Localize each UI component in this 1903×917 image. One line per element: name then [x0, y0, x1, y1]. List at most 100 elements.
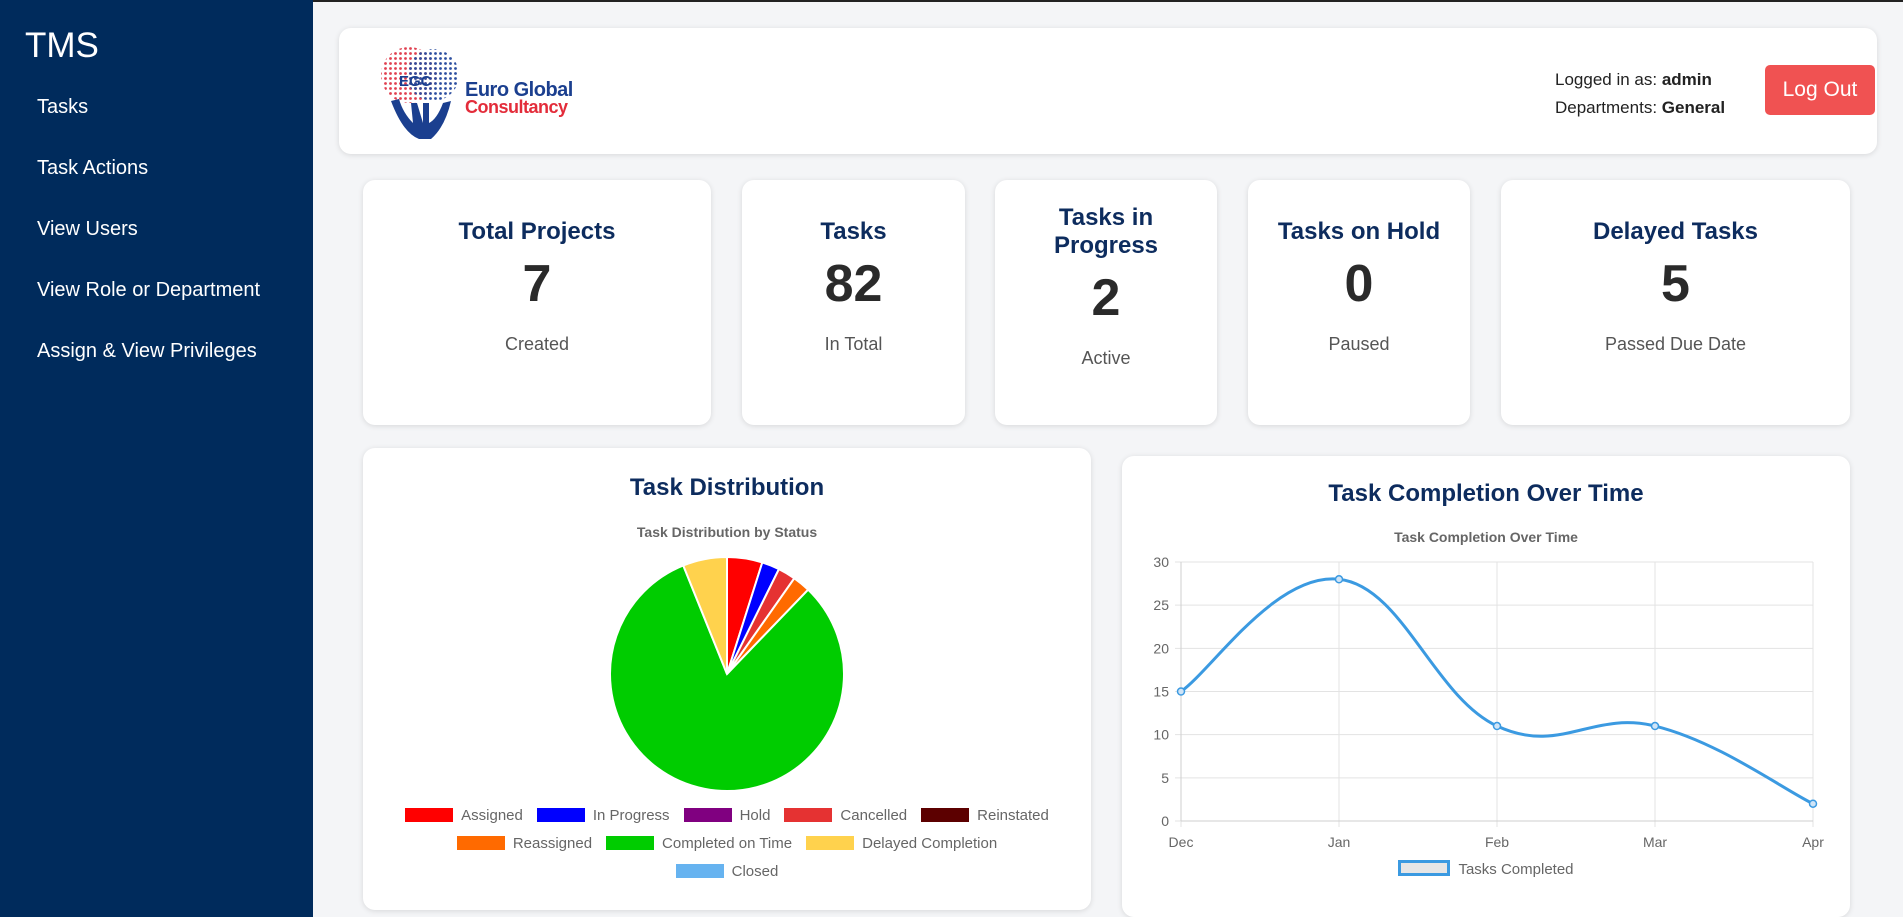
stat-subtitle: Passed Due Date: [1604, 334, 1747, 354]
data-point-apr[interactable]: [1808, 799, 1818, 808]
legend-item-delayed-completion[interactable]: Delayed Completion: [806, 830, 997, 858]
panel-title: Task Completion Over Time: [1328, 480, 1644, 507]
stat-title: Tasks: [820, 218, 887, 245]
legend-swatch: [784, 808, 833, 822]
y-tick-label: 20: [1153, 640, 1169, 656]
legend-swatch: [806, 836, 855, 850]
y-tick-label: 0: [1161, 813, 1169, 829]
legend-item-in-progress[interactable]: In Progress: [536, 802, 670, 830]
stat-value: 5: [1661, 255, 1690, 313]
series-line-tasks-completed: [1180, 577, 1814, 806]
sidebar: TMS Tasks Task Actions View Users View R…: [0, 0, 313, 917]
logo-mark-text: EGC: [399, 73, 432, 90]
stat-card-tasks: Tasks 82 In Total: [742, 180, 965, 425]
legend-label: Completed on Time: [662, 835, 793, 852]
main-content: EGC Euro Global Consultancy Logged in as…: [313, 0, 1903, 917]
sidebar-item-view-role-department[interactable]: View Role or Department: [37, 279, 261, 301]
x-tick-label: Apr: [1802, 834, 1824, 850]
logout-button[interactable]: Log Out: [1765, 65, 1875, 115]
pie-chart: [609, 555, 845, 792]
company-logo: EGC Euro Global Consultancy: [373, 41, 573, 141]
logged-in-label: Logged in as:: [1555, 70, 1658, 89]
data-point-mar[interactable]: [1650, 721, 1660, 731]
pie-slice-completed-on-time[interactable]: [609, 564, 845, 792]
y-tick-label: 30: [1153, 554, 1169, 570]
chart-title: Task Distribution by Status: [636, 524, 818, 540]
data-point-jan[interactable]: [1334, 575, 1344, 584]
sidebar-item-tasks[interactable]: Tasks: [37, 96, 89, 118]
legend-swatch: [675, 864, 724, 878]
stat-card-delayed-tasks: Delayed Tasks 5 Passed Due Date: [1501, 180, 1850, 425]
stat-subtitle: In Total: [824, 334, 883, 354]
legend-item-completed-on-time[interactable]: Completed on Time: [606, 830, 792, 858]
x-tick-label: Dec: [1169, 834, 1194, 850]
legend-label: Hold: [739, 807, 771, 824]
legend-label: Tasks Completed: [1458, 861, 1574, 878]
stat-card-total-projects: Total Projects 7 Created: [363, 180, 711, 425]
stat-value: 2: [1091, 269, 1121, 327]
legend-swatch: [606, 836, 655, 850]
x-tick-label: Jan: [1328, 834, 1351, 850]
legend-label: Reassigned: [512, 835, 593, 852]
stat-value: 0: [1344, 255, 1374, 313]
departments-line: Departments: General: [1555, 94, 1725, 122]
legend-swatch: [536, 808, 585, 822]
legend-swatch: [456, 836, 505, 850]
app-brand: TMS: [25, 26, 99, 65]
stat-subtitle: Active: [1081, 348, 1131, 368]
departments-label: Departments:: [1555, 98, 1658, 117]
x-tick-label: Feb: [1485, 834, 1509, 850]
stat-title: Delayed Tasks: [1593, 218, 1758, 245]
sidebar-item-view-users[interactable]: View Users: [37, 218, 138, 240]
pie-legend: Assigned In Progress Hold Cancelled Reinstat…: [363, 802, 1091, 886]
panel-title: Task Distribution: [629, 474, 825, 501]
y-tick-label: 5: [1161, 770, 1169, 786]
task-distribution-panel: Task Distribution Task Distribution by S…: [363, 448, 1091, 910]
stat-card-tasks-in-progress: Tasks in Progress 2 Active: [995, 180, 1217, 425]
line-chart: 0 5 10 15 20 25 30 Dec Jan Feb Mar Apr: [1153, 554, 1824, 850]
logo-globe-hands-icon: EGC: [381, 47, 459, 139]
stat-card-tasks-on-hold: Tasks on Hold 0 Paused: [1248, 180, 1470, 425]
y-tick-label: 15: [1153, 684, 1169, 700]
stat-title: Total Projects: [458, 218, 616, 245]
user-info: Logged in as: admin Departments: General: [1555, 66, 1725, 122]
legend-item-reinstated[interactable]: Reinstated: [921, 802, 1049, 830]
stat-subtitle: Paused: [1328, 334, 1390, 354]
stat-value: 7: [522, 255, 552, 313]
logo-line-1: Euro Global: [465, 79, 573, 101]
line-legend[interactable]: Tasks Completed: [1122, 860, 1850, 878]
legend-label: Delayed Completion: [862, 835, 998, 852]
y-tick-label: 25: [1153, 597, 1169, 613]
legend-label: Closed: [731, 863, 779, 880]
legend-label: In Progress: [592, 807, 670, 824]
legend-label: Reinstated: [977, 807, 1049, 824]
sidebar-item-task-actions[interactable]: Task Actions: [37, 157, 149, 179]
data-point-feb[interactable]: [1492, 721, 1502, 731]
pie-slice-delayed-completion[interactable]: [681, 555, 728, 675]
sidebar-nav: Tasks Task Actions View Users View Role …: [37, 92, 260, 397]
stat-title: Tasks in Progress: [1053, 204, 1159, 259]
logged-in-user: admin: [1661, 70, 1712, 89]
chart-title: Task Completion Over Time: [1394, 529, 1578, 545]
legend-item-closed[interactable]: Closed: [675, 858, 779, 886]
legend-label: Assigned: [461, 807, 523, 824]
top-header: EGC Euro Global Consultancy Logged in as…: [339, 28, 1877, 154]
legend-swatch: [1398, 860, 1451, 876]
departments-value: General: [1661, 98, 1726, 117]
legend-item-hold[interactable]: Hold: [683, 802, 771, 830]
y-tick-label: 10: [1153, 727, 1169, 743]
stat-title: Tasks on Hold: [1277, 218, 1441, 245]
sidebar-item-assign-privileges[interactable]: Assign & View Privileges: [37, 340, 257, 362]
x-tick-label: Mar: [1643, 834, 1667, 850]
legend-item-assigned[interactable]: Assigned: [405, 802, 523, 830]
stat-subtitle: Created: [504, 334, 570, 354]
legend-item-cancelled[interactable]: Cancelled: [784, 802, 907, 830]
legend-swatch: [683, 808, 732, 822]
legend-label: Cancelled: [840, 807, 908, 824]
data-point-dec[interactable]: [1176, 687, 1186, 696]
legend-item-reassigned[interactable]: Reassigned: [456, 830, 593, 858]
legend-swatch: [405, 808, 454, 822]
logo-line-2: Consultancy: [465, 97, 568, 117]
stat-value: 82: [824, 255, 883, 313]
legend-swatch: [921, 808, 970, 822]
